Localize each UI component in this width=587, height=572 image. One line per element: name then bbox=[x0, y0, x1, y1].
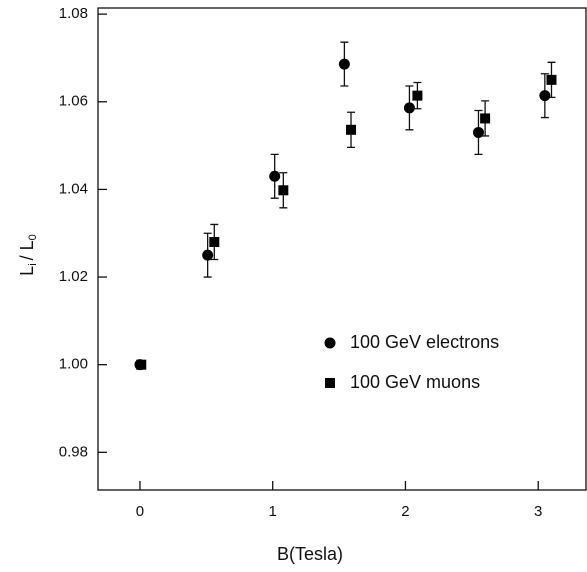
y-label-sub: i bbox=[27, 263, 39, 265]
point bbox=[403, 102, 415, 114]
legend-label: 100 GeV muons bbox=[350, 372, 480, 392]
x-axis-label: B(Tesla) bbox=[277, 544, 343, 564]
y-tick-label: 1.06 bbox=[59, 93, 88, 110]
point bbox=[346, 124, 357, 135]
point bbox=[472, 126, 484, 138]
y-axis-label: Li / L0 bbox=[17, 234, 39, 276]
y-label-sep: / L bbox=[17, 240, 37, 260]
point bbox=[136, 359, 147, 370]
x-tick-label: 3 bbox=[534, 503, 542, 520]
point bbox=[269, 170, 281, 182]
plot-frame bbox=[97, 7, 587, 491]
y-tick-label: 1.00 bbox=[59, 356, 88, 373]
y-tick-label: 1.02 bbox=[59, 268, 88, 285]
y-tick-label: 1.04 bbox=[59, 180, 88, 197]
y-tick-label: 0.98 bbox=[59, 443, 88, 460]
y-tick-label: 1.08 bbox=[59, 5, 88, 22]
x-tick-label: 0 bbox=[136, 503, 144, 520]
legend-marker bbox=[325, 378, 335, 388]
x-tick-label: 2 bbox=[401, 503, 409, 520]
point bbox=[546, 74, 557, 85]
legend-label: 100 GeV electrons bbox=[350, 332, 499, 352]
point bbox=[202, 249, 214, 261]
point bbox=[338, 58, 350, 70]
point bbox=[480, 113, 491, 124]
point bbox=[278, 185, 289, 196]
point bbox=[539, 90, 551, 102]
point bbox=[209, 236, 220, 247]
x-tick-label: 1 bbox=[269, 503, 277, 520]
y-label-main: L bbox=[17, 266, 37, 276]
legend-marker bbox=[324, 337, 336, 349]
point bbox=[412, 90, 423, 101]
y-label-sub2: 0 bbox=[27, 234, 39, 240]
